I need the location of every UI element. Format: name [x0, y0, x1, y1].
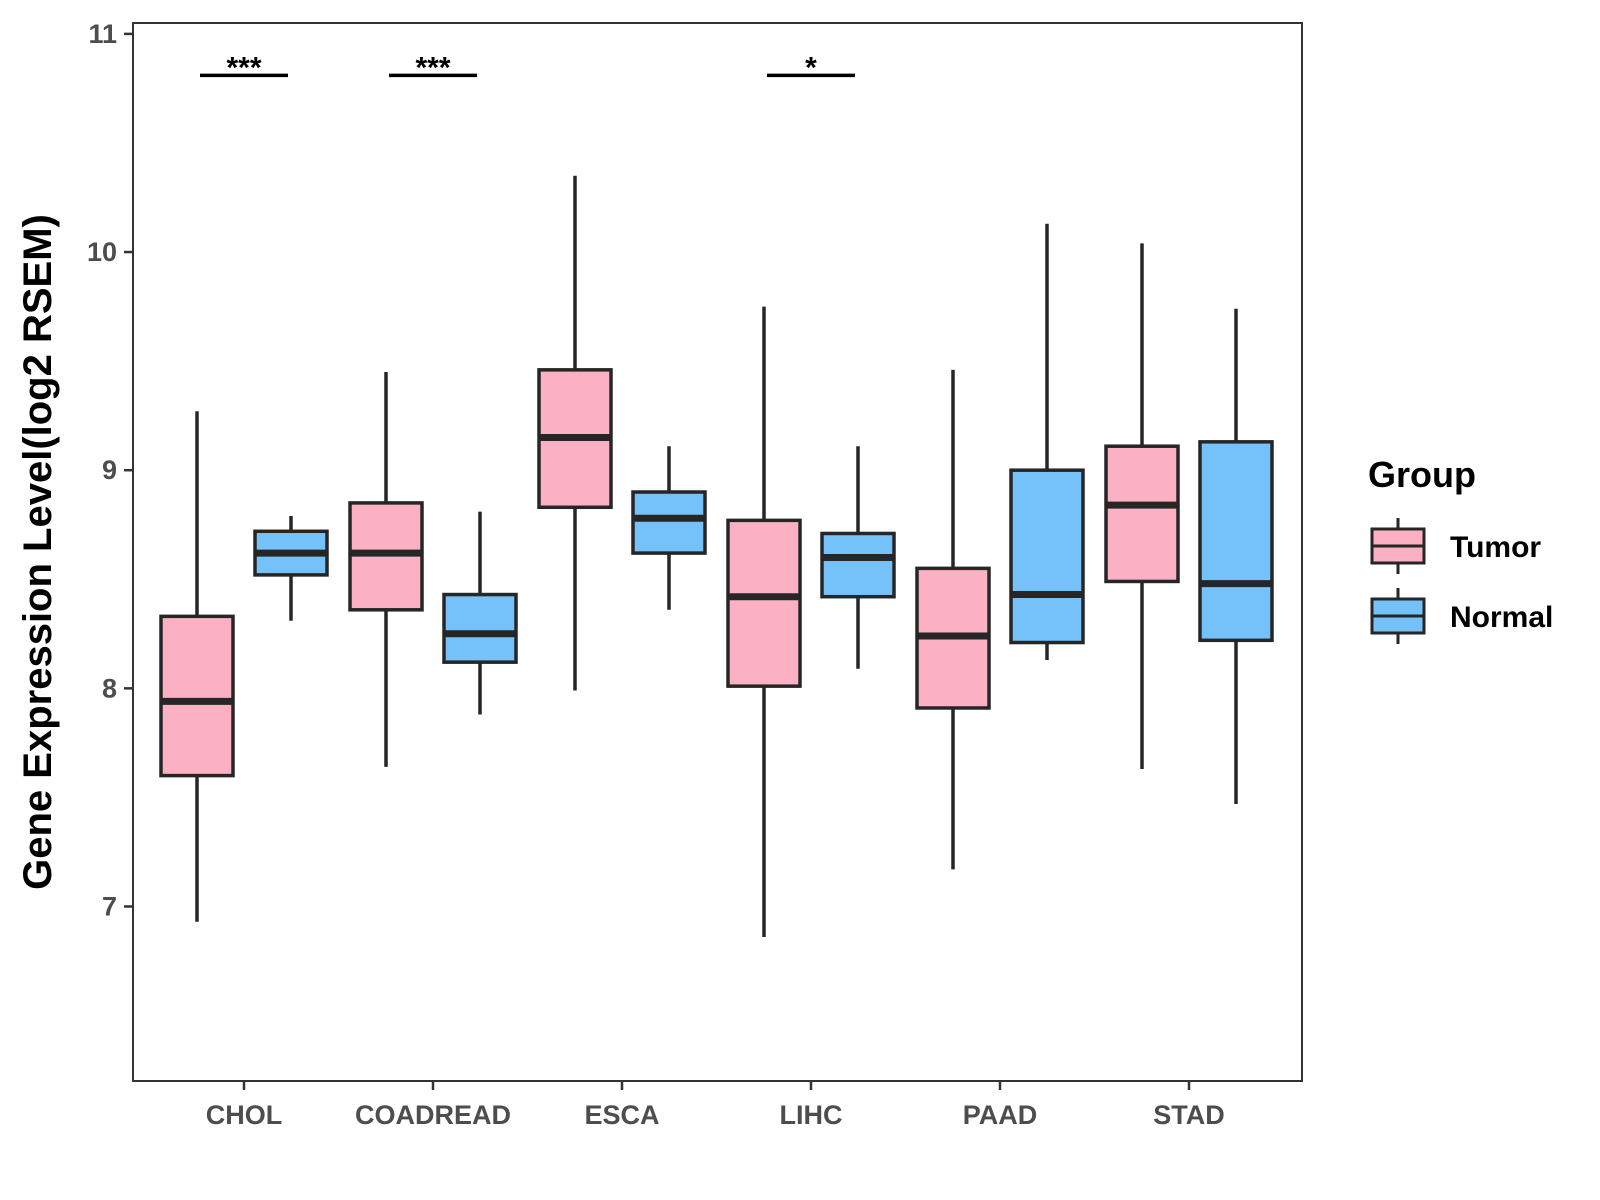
significance-coadread: ***	[389, 51, 477, 84]
x-tick-label: PAAD	[963, 1100, 1038, 1130]
y-tick-label: 11	[88, 19, 117, 49]
significance-label: *	[805, 51, 817, 84]
box-stad-normal	[1198, 308, 1274, 804]
box-lihc-normal	[820, 446, 896, 669]
box-stad-tumor	[1104, 243, 1180, 770]
box-paad-tumor	[915, 369, 991, 870]
y-tick-label: 8	[102, 673, 117, 703]
iqr-box-stad-normal	[1198, 440, 1274, 643]
y-tick-label: 10	[87, 237, 117, 267]
x-tick-label: STAD	[1153, 1100, 1225, 1130]
legend-label: Tumor	[1450, 531, 1541, 564]
y-axis-title: Gene Expression Level(log2 RSEM)	[16, 214, 60, 890]
x-tick-label: COADREAD	[355, 1100, 511, 1130]
plot-area: *** *** *	[159, 51, 1274, 938]
legend-label: Normal	[1450, 601, 1553, 634]
box-lihc-tumor	[726, 306, 802, 938]
significance-chol: ***	[200, 51, 288, 84]
iqr-box-stad-tumor	[1104, 444, 1180, 584]
significance-label: ***	[226, 51, 261, 84]
iqr-box-chol-tumor	[159, 614, 235, 778]
box-coadread-tumor	[348, 372, 424, 767]
legend-item-normal: Normal	[1370, 588, 1553, 644]
y-tick-label: 7	[102, 891, 117, 921]
x-tick-label: CHOL	[206, 1100, 283, 1130]
box-chol-tumor	[159, 411, 235, 922]
iqr-box-lihc-normal	[820, 531, 896, 599]
iqr-box-esca-normal	[631, 490, 707, 555]
significance-label: ***	[415, 51, 450, 84]
box-paad-normal	[1009, 223, 1085, 660]
legend-item-tumor: Tumor	[1370, 518, 1541, 574]
panel-border	[132, 22, 1303, 1082]
legend-title: Group	[1368, 454, 1476, 495]
legend: Group Tumor Normal	[1368, 454, 1553, 644]
iqr-box-lihc-tumor	[726, 518, 802, 688]
iqr-box-paad-normal	[1009, 468, 1085, 645]
y-tick-label: 9	[102, 455, 117, 485]
box-coadread-normal	[442, 511, 518, 715]
box-esca-tumor	[537, 175, 613, 691]
x-tick-label: LIHC	[780, 1100, 843, 1130]
x-tick-label: ESCA	[584, 1100, 659, 1130]
significance-lihc: *	[767, 51, 855, 84]
box-chol-normal	[253, 516, 329, 621]
axes: 7 8 9 10 11 CHOL COADREAD ESCA LIHC PAAD STAD	[87, 19, 1225, 1130]
box-esca-normal	[631, 446, 707, 610]
iqr-box-coadread-normal	[442, 592, 518, 664]
